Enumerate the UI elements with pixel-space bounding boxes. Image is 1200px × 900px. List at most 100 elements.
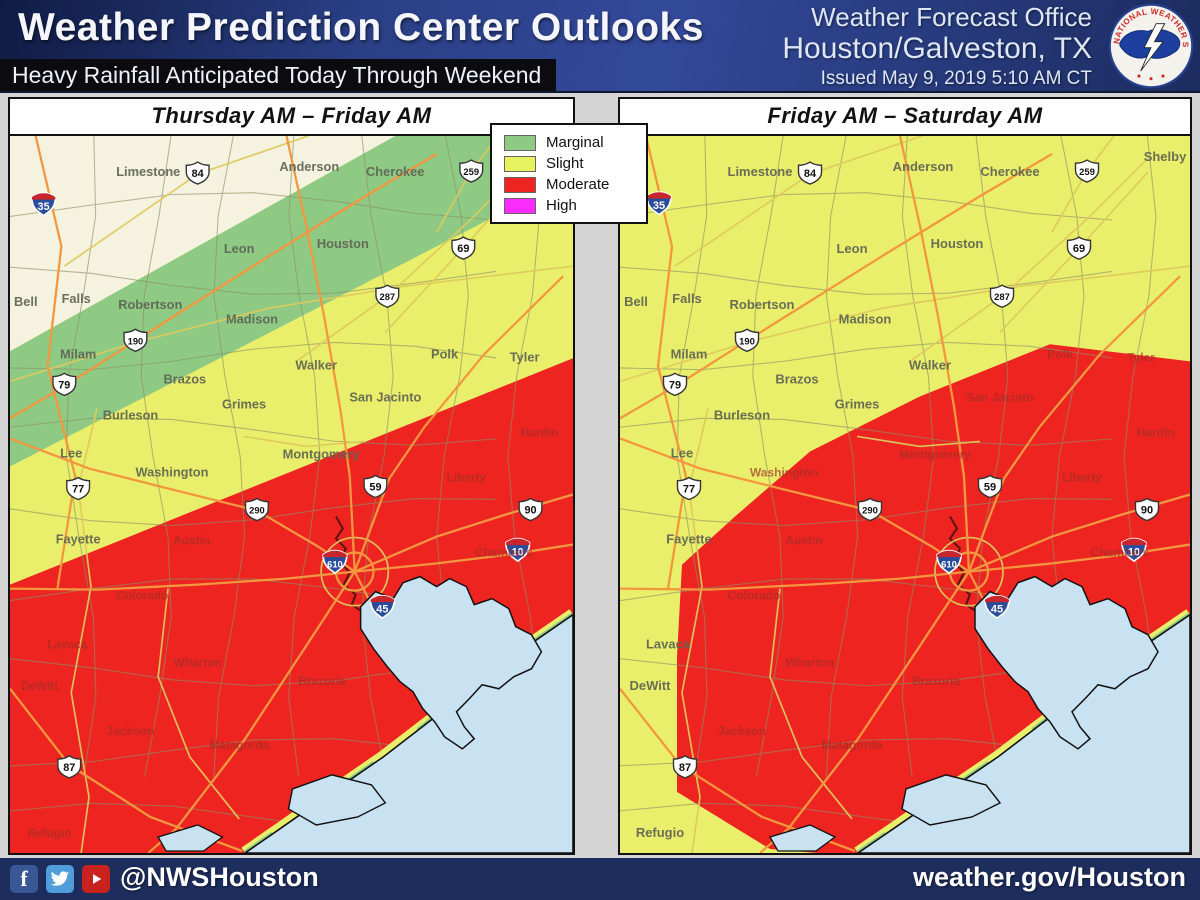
svg-text:290: 290 xyxy=(862,506,878,517)
svg-text:Bell: Bell xyxy=(14,294,38,309)
legend-item-moderate: Moderate xyxy=(504,176,636,193)
svg-text:10: 10 xyxy=(1128,547,1140,559)
svg-text:190: 190 xyxy=(128,336,144,347)
facebook-icon[interactable]: f xyxy=(10,865,38,893)
svg-text:Houston: Houston xyxy=(317,236,369,251)
svg-text:Colorado: Colorado xyxy=(116,589,168,603)
legend-item-slight: Slight xyxy=(504,155,636,172)
website-url[interactable]: weather.gov/Houston xyxy=(912,862,1186,892)
header: Weather Prediction Center Outlooks Heavy… xyxy=(0,0,1200,93)
svg-text:Lee: Lee xyxy=(60,445,82,460)
svg-text:Refugio: Refugio xyxy=(27,826,71,840)
svg-text:Milam: Milam xyxy=(671,346,708,361)
legend-swatch-slight xyxy=(504,155,536,172)
svg-text:Leon: Leon xyxy=(224,241,255,256)
svg-text:79: 79 xyxy=(58,379,70,391)
svg-text:Colorado: Colorado xyxy=(728,589,781,603)
svg-text:Wharton: Wharton xyxy=(174,656,222,670)
svg-text:Fayette: Fayette xyxy=(666,532,711,547)
svg-text:Limestone: Limestone xyxy=(728,164,793,179)
legend-swatch-marginal xyxy=(504,134,536,151)
header-subtitle: Heavy Rainfall Anticipated Today Through… xyxy=(0,59,556,91)
svg-text:Leon: Leon xyxy=(836,241,867,256)
svg-text:San Jacinto: San Jacinto xyxy=(349,389,421,404)
legend-item-high: High xyxy=(504,197,636,214)
office-block: Weather Forecast Office Houston/Galvesto… xyxy=(782,2,1092,89)
svg-text:287: 287 xyxy=(994,292,1010,303)
svg-text:Shelby: Shelby xyxy=(1144,149,1187,164)
svg-text:Austin: Austin xyxy=(173,533,210,547)
page-title: Weather Prediction Center Outlooks xyxy=(18,6,704,49)
svg-text:45: 45 xyxy=(991,604,1003,616)
svg-text:Chambers: Chambers xyxy=(475,546,533,560)
svg-text:Washington: Washington xyxy=(750,465,818,479)
svg-text:77: 77 xyxy=(683,483,695,495)
svg-text:Robertson: Robertson xyxy=(730,297,795,312)
legend-swatch-moderate xyxy=(504,176,536,193)
svg-text:45: 45 xyxy=(376,604,388,616)
svg-text:Matagorda: Matagorda xyxy=(209,738,269,752)
svg-text:190: 190 xyxy=(739,336,755,347)
map-panel-thursday: Thursday AM – Friday AM 35 84 259 69 287 190 7… xyxy=(8,97,575,855)
svg-text:Jackson: Jackson xyxy=(107,724,154,738)
svg-text:Madison: Madison xyxy=(839,311,892,326)
legend-item-marginal: Marginal xyxy=(504,134,636,151)
svg-text:Walker: Walker xyxy=(295,357,337,372)
svg-text:Falls: Falls xyxy=(672,291,702,306)
svg-text:87: 87 xyxy=(63,762,75,774)
map-area: Thursday AM – Friday AM 35 84 259 69 287 190 7… xyxy=(0,93,1200,858)
svg-text:Lavaca: Lavaca xyxy=(646,637,691,652)
svg-text:Polk: Polk xyxy=(1047,347,1073,361)
legend-swatch-high xyxy=(504,197,536,214)
svg-text:84: 84 xyxy=(804,168,817,180)
svg-text:77: 77 xyxy=(72,483,84,495)
svg-text:Anderson: Anderson xyxy=(893,159,954,174)
svg-text:Matagorda: Matagorda xyxy=(822,738,883,752)
svg-text:Washington: Washington xyxy=(136,464,209,479)
svg-text:69: 69 xyxy=(457,243,469,255)
svg-text:Falls: Falls xyxy=(62,291,91,306)
svg-text:Walker: Walker xyxy=(909,357,951,372)
svg-text:Robertson: Robertson xyxy=(118,297,182,312)
svg-text:79: 79 xyxy=(669,379,681,391)
svg-text:Brazos: Brazos xyxy=(163,371,206,386)
map-title-friday: Friday AM – Saturday AM xyxy=(620,99,1190,136)
social-icons: f xyxy=(10,865,110,893)
svg-text:Jackson: Jackson xyxy=(718,724,766,738)
svg-text:290: 290 xyxy=(249,505,265,516)
svg-text:69: 69 xyxy=(1073,243,1085,255)
svg-text:DeWitt: DeWitt xyxy=(629,678,671,693)
svg-text:Cherokee: Cherokee xyxy=(980,164,1039,179)
twitter-handle[interactable]: @NWSHouston xyxy=(120,862,319,892)
svg-text:San Jacinto: San Jacinto xyxy=(966,390,1033,404)
svg-text:Tyler: Tyler xyxy=(1127,350,1155,364)
svg-text:Houston: Houston xyxy=(931,236,984,251)
svg-text:610: 610 xyxy=(327,560,343,571)
svg-text:Austin: Austin xyxy=(785,534,822,548)
office-line2: Houston/Galveston, TX xyxy=(782,32,1092,66)
svg-text:Burleson: Burleson xyxy=(714,407,770,422)
svg-text:287: 287 xyxy=(379,292,395,303)
twitter-icon[interactable] xyxy=(46,865,74,893)
svg-text:10: 10 xyxy=(512,547,524,559)
svg-text:Brazos: Brazos xyxy=(775,371,818,386)
svg-text:Cherokee: Cherokee xyxy=(366,164,424,179)
legend: Marginal Slight Moderate High xyxy=(490,123,648,224)
svg-text:DeWitt: DeWitt xyxy=(21,679,58,693)
footer: f @NWSHouston weather.gov/Houston xyxy=(0,858,1200,900)
svg-text:Fayette: Fayette xyxy=(56,531,101,546)
youtube-icon[interactable] xyxy=(82,865,110,893)
svg-text:Grimes: Grimes xyxy=(835,396,880,411)
svg-text:Brazoria: Brazoria xyxy=(912,674,960,688)
svg-text:Polk: Polk xyxy=(431,346,459,361)
map-panel-friday: Friday AM – Saturday AM 35 84 259 69 287 190 7… xyxy=(618,97,1192,855)
svg-text:90: 90 xyxy=(1141,505,1153,517)
svg-text:259: 259 xyxy=(463,167,479,178)
svg-text:Refugio: Refugio xyxy=(636,825,684,840)
svg-text:610: 610 xyxy=(941,560,957,571)
svg-text:59: 59 xyxy=(369,481,381,493)
map-title-thursday: Thursday AM – Friday AM xyxy=(10,99,573,136)
svg-text:Liberty: Liberty xyxy=(447,470,487,484)
svg-text:Brazoria: Brazoria xyxy=(298,674,346,688)
